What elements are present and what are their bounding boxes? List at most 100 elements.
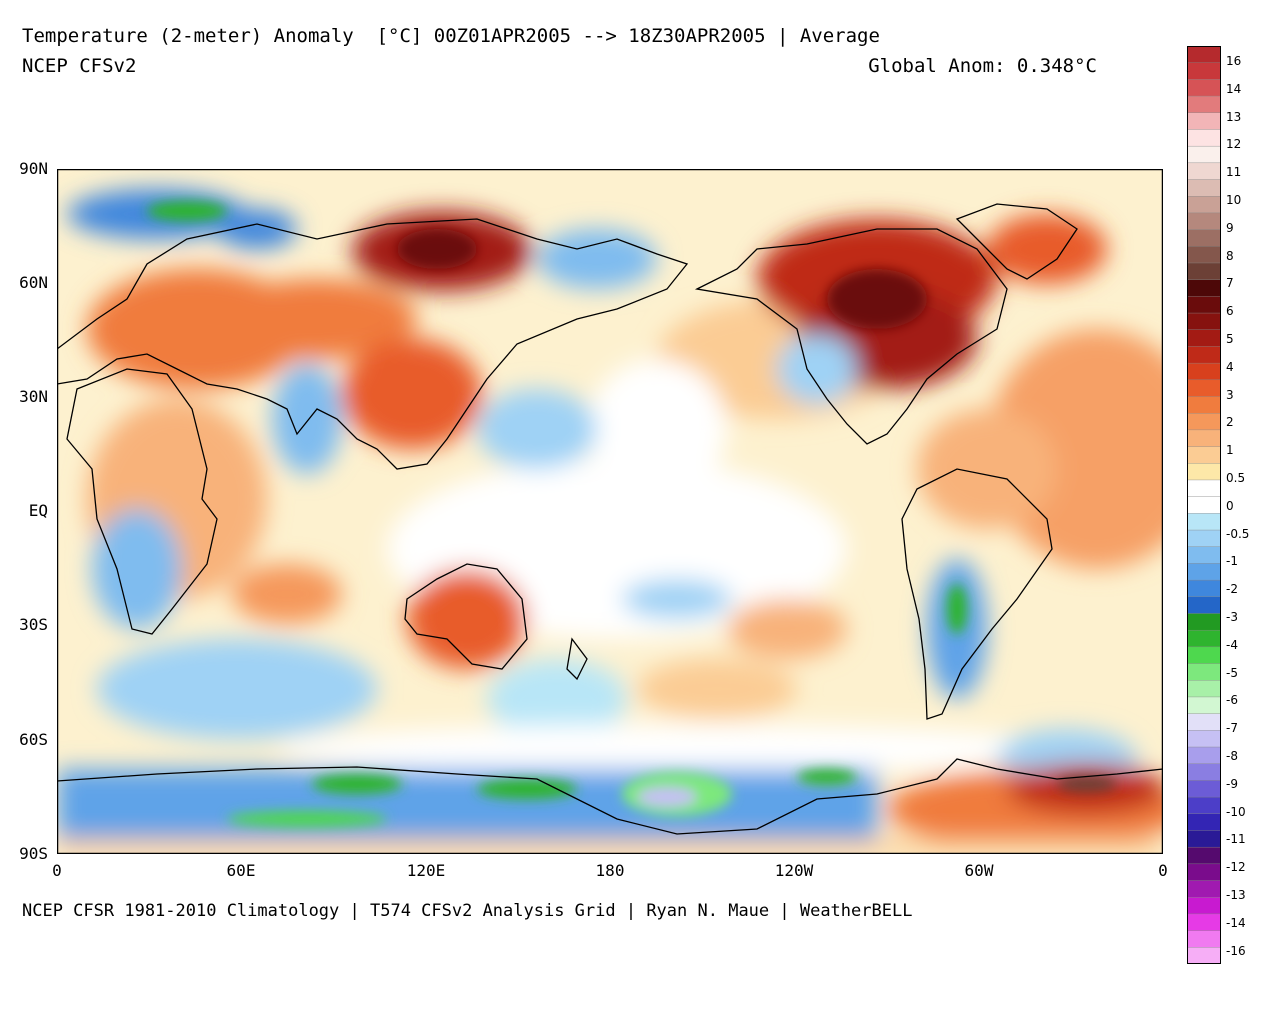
colorbar-swatch (1187, 212, 1221, 231)
anomaly-field (57, 189, 1163, 854)
anomaly-map-canvas (57, 169, 1163, 854)
lon-tick-label: 60W (964, 861, 994, 880)
colorbar-tick-label: -9 (1226, 776, 1238, 791)
colorbar-swatch (1187, 813, 1221, 832)
colorbar-tick-label: -14 (1226, 915, 1246, 930)
lat-tick-label: 90N (19, 159, 48, 178)
lon-tick-label: 120W (774, 861, 814, 880)
colorbar-swatch (1187, 145, 1221, 164)
colorbar-tick-label: 5 (1226, 332, 1234, 346)
colorbar-tick-label: -2 (1226, 582, 1238, 597)
colorbar-swatch (1187, 179, 1221, 197)
colorbar-swatch (1187, 763, 1221, 782)
colorbar-swatch (1187, 329, 1221, 348)
colorbar-tick-label: 3 (1226, 387, 1234, 402)
lon-tick-label: 180 (595, 861, 625, 880)
colorbar-swatch (1187, 596, 1221, 615)
colorbar-tick-label: -7 (1226, 721, 1238, 736)
colorbar-swatch (1187, 62, 1221, 81)
colorbar-swatch (1187, 196, 1221, 214)
colorbar-swatch (1187, 362, 1221, 381)
colorbar-tick-label: -11 (1226, 832, 1246, 847)
colorbar-swatch (1187, 429, 1221, 448)
colorbar-tick-label: 0 (1226, 498, 1234, 513)
colorbar-swatch (1187, 696, 1221, 715)
colorbar-swatch (1187, 663, 1221, 681)
colorbar-tick-label: -8 (1226, 749, 1238, 763)
lat-tick-label: 90S (19, 844, 48, 863)
lat-tick-label: 30N (19, 387, 48, 406)
colorbar-swatch (1187, 496, 1221, 515)
colorbar-swatch (1187, 730, 1221, 748)
colorbar-swatch (1187, 112, 1221, 131)
colorbar-swatch (1187, 796, 1221, 815)
colorbar-swatch (1187, 846, 1221, 865)
colorbar-tick-label: 0.5 (1226, 471, 1246, 485)
colorbar-swatch (1187, 446, 1221, 464)
lat-tick-label: 60N (19, 273, 48, 292)
colorbar-swatch (1187, 680, 1221, 698)
colorbar-swatch (1187, 563, 1221, 581)
colorbar-tick-label: -12 (1226, 860, 1246, 875)
lat-tick-label: EQ (28, 501, 48, 520)
colorbar-tick-label: 14 (1226, 81, 1242, 96)
colorbar-tick-label: -13 (1226, 888, 1246, 902)
colorbar-tick-label: -0.5 (1226, 526, 1250, 541)
colorbar-tick-label: 6 (1226, 304, 1234, 319)
colorbar-swatch (1187, 863, 1221, 882)
colorbar-swatches (1187, 45, 1221, 965)
lon-tick-label: 60E (226, 861, 256, 880)
colorbar-tick-label: 13 (1226, 109, 1242, 124)
anomaly-field-detail (147, 201, 1117, 827)
lon-tick-label: 120E (406, 861, 446, 880)
colorbar-tick-label: 12 (1226, 137, 1242, 152)
colorbar-swatch (1187, 379, 1221, 398)
colorbar-tick-label: 1 (1226, 443, 1234, 458)
colorbar-tick-label: -6 (1226, 693, 1238, 708)
colorbar-tick-label: -5 (1226, 665, 1238, 680)
colorbar-swatch (1187, 229, 1221, 247)
map-title: Temperature (2-meter) Anomaly [°C] 00Z01… (22, 25, 880, 47)
colorbar-swatch (1187, 413, 1221, 431)
colorbar (1187, 45, 1221, 965)
colorbar-tick-label: 7 (1226, 276, 1234, 291)
colorbar-swatch (1187, 780, 1221, 798)
lat-tick-label: 60S (19, 730, 48, 749)
colorbar-tick-label: -1 (1226, 554, 1238, 569)
colorbar-swatch (1187, 947, 1221, 965)
coastlines (57, 203, 1163, 835)
colorbar-swatch (1187, 463, 1221, 481)
colorbar-swatch (1187, 746, 1221, 765)
colorbar-tick-label: 9 (1226, 220, 1234, 235)
colorbar-swatch (1187, 262, 1221, 281)
colorbar-swatch (1187, 629, 1221, 648)
colorbar-swatch (1187, 897, 1221, 915)
colorbar-swatch (1187, 713, 1221, 732)
colorbar-swatch (1187, 95, 1221, 114)
colorbar-swatch (1187, 613, 1221, 631)
colorbar-tick-label: 10 (1226, 193, 1242, 207)
model-subtitle: NCEP CFSv2 (22, 55, 137, 77)
colorbar-swatch (1187, 930, 1221, 949)
footer-credit: NCEP CFSR 1981-2010 Climatology | T574 C… (22, 901, 913, 921)
colorbar-swatch (1187, 646, 1221, 665)
colorbar-swatch (1187, 396, 1221, 414)
colorbar-swatch (1187, 246, 1221, 264)
lat-tick-label: 30S (19, 615, 48, 634)
colorbar-tick-label: -3 (1226, 610, 1238, 624)
colorbar-swatch (1187, 913, 1221, 932)
colorbar-swatch (1187, 529, 1221, 548)
colorbar-swatch (1187, 79, 1221, 97)
colorbar-tick-label: 4 (1226, 359, 1234, 374)
map-frame (57, 169, 1163, 854)
colorbar-swatch (1187, 279, 1221, 298)
colorbar-swatch (1187, 129, 1221, 147)
colorbar-swatch (1187, 312, 1221, 331)
colorbar-swatch (1187, 579, 1221, 598)
colorbar-swatch (1187, 880, 1221, 898)
colorbar-tick-label: 2 (1226, 415, 1234, 430)
colorbar-tick-label: -10 (1226, 804, 1246, 819)
colorbar-tick-label: 11 (1226, 165, 1242, 180)
anomaly-map (57, 169, 1163, 854)
lon-tick-label: 0 (52, 861, 62, 880)
